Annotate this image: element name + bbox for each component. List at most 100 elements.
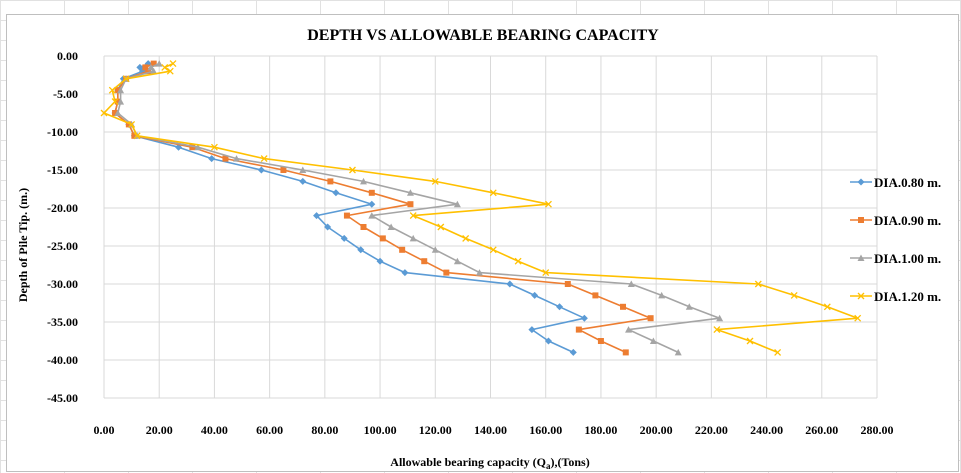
x-tick-label: 40.00	[201, 423, 228, 437]
marker-stroke	[713, 326, 721, 334]
x-tick-label: 200.00	[640, 423, 673, 437]
marker-stroke	[260, 155, 268, 163]
data-point	[114, 87, 121, 94]
legend-item: DIA.0.90 m.	[850, 213, 941, 228]
data-point	[514, 257, 522, 265]
data-point	[379, 235, 386, 242]
legend-swatch-marker	[857, 178, 865, 186]
data-point	[453, 257, 461, 265]
marker-stroke	[210, 143, 218, 151]
data-point	[754, 280, 762, 288]
marker-stroke	[754, 280, 762, 288]
data-point	[431, 246, 439, 253]
data-point	[360, 177, 368, 185]
x-tick-label: 60.00	[256, 423, 283, 437]
marker-stroke	[128, 120, 136, 128]
y-axis-ticks: 0.00 -5.00 -10.00 -15.00 -20.00 -25.00 -30.00 -…	[47, 49, 78, 405]
data-point	[327, 178, 334, 185]
marker-stroke	[462, 234, 470, 242]
data-point	[716, 314, 724, 322]
x-tick-label: 0.00	[94, 423, 115, 437]
data-point	[401, 269, 409, 277]
series-group	[100, 60, 862, 356]
data-point	[332, 189, 340, 197]
series-line	[117, 62, 721, 354]
data-point	[194, 143, 202, 151]
marker-stroke	[431, 177, 439, 185]
x-tick-label: 100.00	[364, 423, 397, 437]
marker-stroke	[514, 257, 522, 265]
x-axis-label-main: Allowable bearing capacity (Q	[390, 455, 546, 469]
y-tick-label: -5.00	[53, 87, 78, 101]
data-point	[257, 166, 265, 174]
data-point	[790, 291, 798, 299]
data-point	[627, 280, 635, 287]
x-tick-label: 240.00	[750, 423, 783, 437]
y-tick-label: -15.00	[47, 163, 78, 177]
x-tick-label: 120.00	[419, 423, 452, 437]
marker-stroke	[854, 314, 862, 322]
data-point	[854, 314, 862, 322]
chart-frame[interactable]	[6, 14, 959, 472]
data-point	[564, 281, 571, 287]
x-tick-label: 180.00	[584, 423, 617, 437]
marker-stroke	[489, 189, 497, 197]
x-tick-label: 20.00	[146, 423, 173, 437]
data-point	[409, 234, 417, 242]
data-point	[625, 326, 633, 333]
marker-stroke	[542, 269, 550, 277]
x-tick-label: 280.00	[861, 423, 894, 437]
data-point	[357, 246, 365, 254]
y-tick-label: 0.00	[57, 49, 78, 63]
marker-stroke	[746, 337, 754, 345]
data-point	[556, 303, 564, 311]
data-point	[685, 303, 693, 310]
data-point	[169, 60, 177, 68]
x-axis-label-suffix: ),(Tons)	[550, 455, 589, 469]
data-point	[313, 212, 321, 220]
marker-stroke	[161, 63, 169, 71]
data-point	[620, 303, 627, 310]
data-point	[299, 166, 307, 173]
data-point	[406, 189, 414, 196]
x-tick-label: 80.00	[311, 423, 338, 437]
data-point	[343, 212, 350, 219]
marker-stroke	[169, 60, 177, 68]
marker-stroke	[823, 303, 831, 311]
data-point	[462, 234, 470, 242]
data-point	[545, 200, 552, 208]
data-point	[528, 326, 536, 334]
data-point	[100, 109, 108, 117]
x-axis-label: Allowable bearing capacity (Qa),(Tons)	[390, 455, 589, 471]
data-point	[647, 315, 654, 322]
legend-label: DIA.0.90 m.	[874, 213, 941, 228]
data-point	[437, 223, 445, 231]
data-point	[299, 177, 307, 185]
legend-item: DIA.1.20 m.	[850, 289, 941, 304]
y-tick-label: -40.00	[47, 353, 78, 367]
marker-stroke	[166, 67, 174, 75]
legend[interactable]: DIA.0.80 m. DIA.0.90 m. DIA.1.00 m. DIA.1.2…	[850, 175, 941, 304]
series-line	[114, 62, 652, 354]
marker-stroke	[108, 86, 116, 94]
data-point	[340, 234, 348, 242]
data-point	[746, 337, 754, 345]
x-tick-label: 220.00	[695, 423, 728, 437]
data-point	[324, 223, 332, 231]
x-axis-label-subscript: a	[546, 461, 551, 471]
data-point	[114, 109, 122, 116]
x-tick-label: 260.00	[805, 423, 838, 437]
x-tick-label: 140.00	[474, 423, 507, 437]
marker-stroke	[437, 223, 445, 231]
data-point	[150, 60, 157, 67]
y-tick-label: -10.00	[47, 125, 78, 139]
data-point	[569, 348, 577, 356]
data-point	[622, 349, 629, 356]
x-tick-label: 160.00	[529, 423, 562, 437]
data-point	[421, 258, 428, 265]
marker-stroke	[857, 292, 865, 300]
y-tick-label: -35.00	[47, 315, 78, 329]
y-tick-label: -20.00	[47, 201, 78, 215]
